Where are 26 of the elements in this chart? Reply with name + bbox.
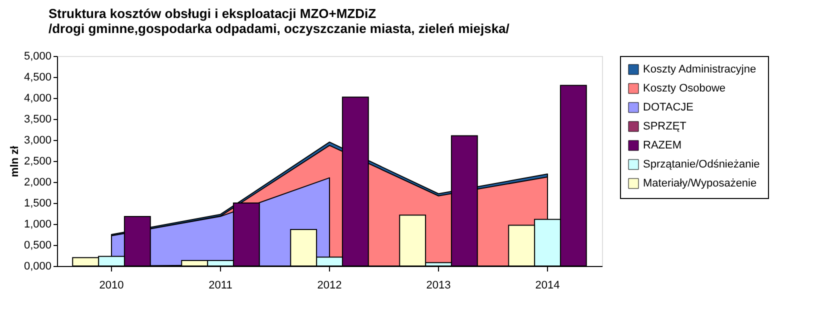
y-tick-label: 0,000 — [24, 260, 52, 272]
y-tick-label: 1,500 — [24, 198, 52, 210]
x-tick-label: 2014 — [535, 280, 560, 292]
y-tick-label: 2,500 — [24, 156, 52, 168]
x-tick-label: 2011 — [208, 280, 232, 292]
legend-label: SPRZĘT — [643, 120, 687, 132]
legend-label: DOTACJE — [643, 102, 694, 114]
legend-label: Koszty Administracyjne — [643, 64, 756, 76]
x-tick-label: 2013 — [426, 280, 451, 292]
legend-label: RAZEM — [643, 140, 682, 152]
y-tick-label: 5,000 — [24, 50, 52, 62]
text: /drogi gminne,gospodarka odpadami, oczyszczanie miasta, zieleń miejska/ — [48, 21, 510, 36]
legend-label: Materiały/Wyposażenie — [643, 178, 757, 190]
x-tick-label: 2012 — [317, 280, 342, 292]
y-tick-label: 2,000 — [24, 176, 52, 188]
x-tick-label: 2010 — [99, 280, 124, 292]
text: Struktura kosztów obsługi i eksploatacji MZO+MZDiZ — [48, 6, 376, 21]
y-axis-title: mln zł — [8, 146, 21, 178]
y-tick-label: 0,500 — [24, 240, 52, 252]
legend-label: Koszty Osobowe — [643, 82, 726, 94]
y-tick-label: 3,500 — [24, 114, 52, 126]
y-tick-label: 4,500 — [24, 72, 52, 84]
y-tick-label: 1,000 — [24, 218, 52, 230]
y-tick-label: 4,000 — [24, 92, 52, 104]
legend-label: Sprzątanie/Odśnieżanie — [643, 158, 760, 170]
y-tick-label: 3,000 — [24, 134, 52, 146]
